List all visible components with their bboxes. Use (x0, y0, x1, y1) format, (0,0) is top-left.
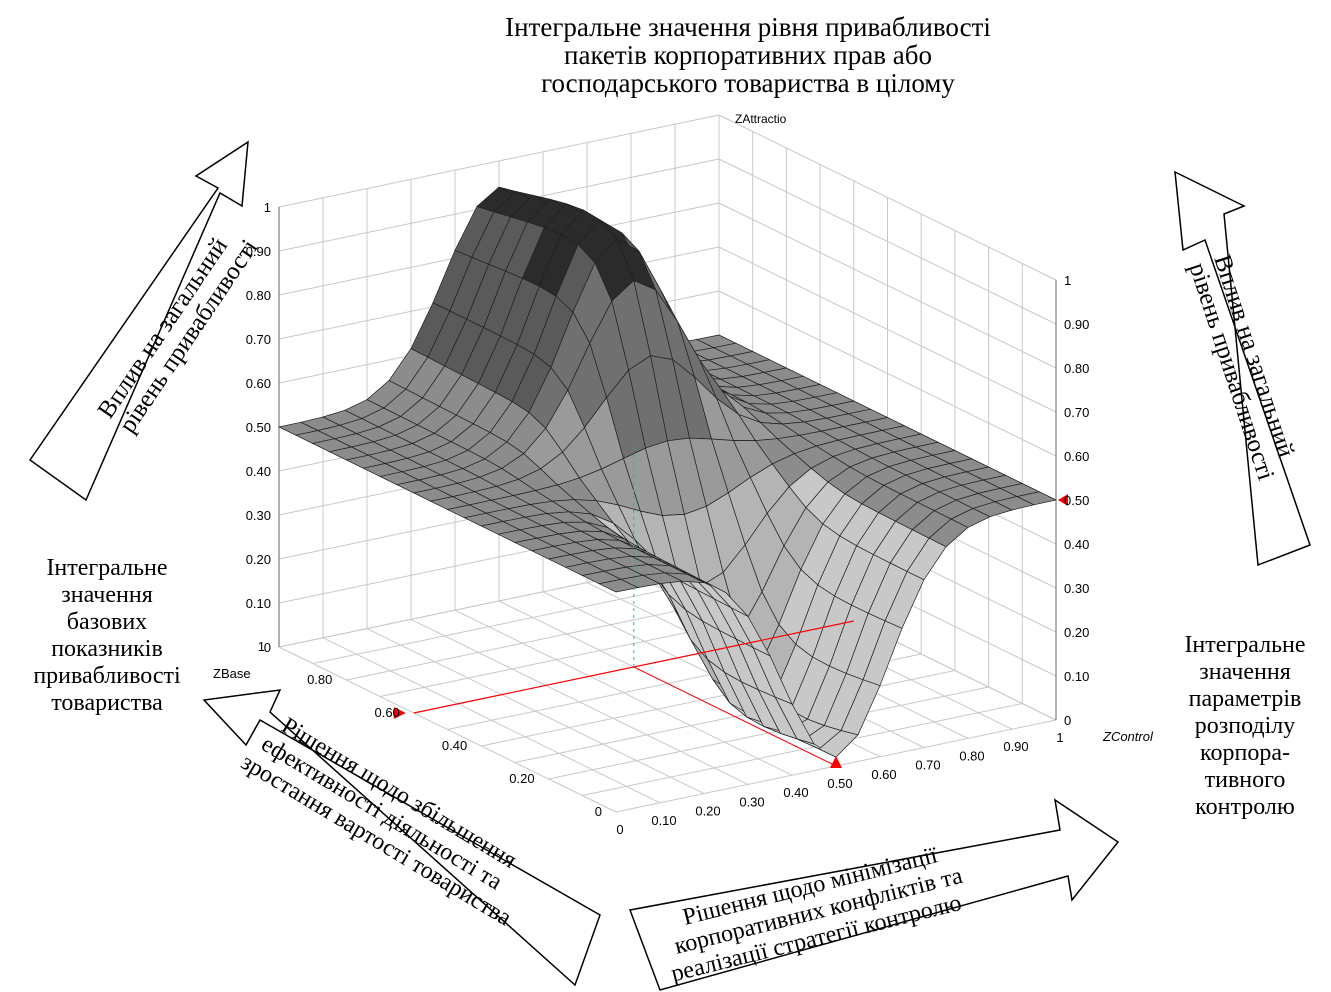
z-tick-label-right: 0.50 (1064, 493, 1089, 508)
y-marker-arrow (393, 707, 406, 719)
left-caption-line-5: привабливості (33, 663, 181, 689)
y-tick-label: 0.40 (442, 738, 467, 753)
z-tick-label-right: 0.90 (1064, 317, 1089, 332)
z-axis-label: ZAttractio (735, 112, 787, 126)
side-wall-grid-line (718, 246, 1057, 413)
right-caption-line-7: контролю (1195, 794, 1295, 820)
right-caption-line-6: тивного (1205, 767, 1286, 793)
right-caption: Інтегральне значення параметрів розподіл… (1184, 632, 1305, 820)
bottom-right-decision-arrow: Рішення щодо мінімізації корпоративних к… (628, 798, 1120, 991)
back-wall-grid-line (278, 114, 720, 208)
z-tick-label-left: 0.50 (246, 420, 271, 435)
y-tick-label: 0.80 (307, 672, 332, 687)
title-line-1: Інтегральне значення рівня привабливості (505, 12, 991, 42)
right-caption-line-2: значення (1199, 659, 1290, 685)
side-wall-grid-line (718, 202, 1057, 369)
z-tick-label-left: 1 (264, 200, 271, 215)
side-wall-grid-line (718, 158, 1057, 325)
z-tick-label-left: 0.30 (246, 508, 271, 523)
x-axis-label: ZControl (1102, 729, 1154, 744)
bottom-left-arrow-shape (202, 689, 601, 987)
surface-layer (277, 186, 1058, 758)
x-tick-label: 0.10 (651, 813, 676, 828)
bottom-left-arrow-line-2: ефективності діяльності та (257, 731, 507, 896)
x-tick-label: 0.80 (959, 748, 984, 763)
x-tick-label: 0.90 (1003, 739, 1028, 754)
z-tick-label-right: 0.30 (1064, 581, 1089, 596)
x-marker-line (633, 666, 837, 767)
z-tick-label-right: 0 (1064, 713, 1071, 728)
z-tick-label-right: 0.10 (1064, 669, 1089, 684)
x-tick-label: 0.50 (827, 776, 852, 791)
z-tick-label-right: 0.80 (1064, 361, 1089, 376)
left-influence-arrow: Вплив на загальний рівень привабливості (28, 140, 263, 502)
figure-title: Інтегральне значення рівня привабливості… (505, 12, 991, 98)
z-tick-label-right: 0.70 (1064, 405, 1089, 420)
x-marker-arrow (830, 756, 842, 768)
marker-layer (393, 447, 1068, 768)
tick-layer: 000.100.100.200.200.300.300.400.400.500.… (246, 200, 1090, 837)
title-line-3: господарського товариства в цілому (541, 68, 955, 98)
x-tick-label: 0.20 (695, 804, 720, 819)
bottom-right-arrow-shape (628, 798, 1120, 991)
z-tick-label-left: 0.60 (246, 376, 271, 391)
left-caption-line-6: товариства (51, 690, 163, 716)
left-arrow-shape (28, 140, 249, 502)
right-influence-arrow: Вплив на загальний рівень привабливості (1174, 170, 1311, 567)
y-tick-label: 0.20 (509, 771, 534, 786)
y-tick-label: 1 (258, 639, 265, 654)
z-tick-label-left: 0.80 (246, 288, 271, 303)
right-caption-line-4: розподілу (1195, 713, 1296, 739)
y-tick-label: 0 (595, 804, 602, 819)
surface-cell (1016, 491, 1058, 506)
z-tick-label-left: 0.90 (246, 244, 271, 259)
x-tick-label: 0.30 (739, 794, 764, 809)
left-caption-line-3: базових (67, 609, 147, 635)
left-caption-line-1: Інтегральне (46, 555, 167, 581)
z-tick-label-left: 0.40 (246, 464, 271, 479)
y-tick-label: 0.60 (374, 705, 399, 720)
z-tick-label-right: 0.20 (1064, 625, 1089, 640)
y-axis-label: ZBase (213, 666, 251, 681)
x-tick-label: 0.70 (915, 758, 940, 773)
x-tick-label: 0.60 (871, 767, 896, 782)
bottom-left-decision-arrow: Рішення щодо збільшення ефективності дія… (202, 689, 601, 987)
z-tick-label-left: 0.20 (246, 552, 271, 567)
x-tick-label: 0.40 (783, 785, 808, 800)
z-tick-label-left: 0 (264, 640, 271, 655)
x-tick-label: 0 (616, 822, 623, 837)
right-caption-line-3: параметрів (1189, 686, 1302, 712)
z-tick-label-left: 0.10 (246, 596, 271, 611)
right-caption-line-5: корпора- (1200, 740, 1290, 766)
z-tick-label-left: 0.70 (246, 332, 271, 347)
z-marker-arrow (1058, 494, 1068, 506)
right-caption-line-1: Інтегральне (1184, 632, 1305, 658)
left-caption-line-4: показників (51, 636, 163, 662)
z-tick-label-right: 0.40 (1064, 537, 1089, 552)
z-tick-label-right: 1 (1064, 273, 1071, 288)
z-tick-label-right: 0.60 (1064, 449, 1089, 464)
right-arrow-shape (1174, 170, 1311, 567)
left-caption-line-2: значення (61, 582, 152, 608)
x-tick-label: 1 (1056, 730, 1063, 745)
side-wall-grid-line (718, 290, 1057, 457)
side-wall-grid-line (718, 114, 1057, 281)
left-caption: Інтегральне значення базових показників … (33, 555, 181, 716)
title-line-2: пакетів корпоративних прав або (564, 40, 932, 70)
